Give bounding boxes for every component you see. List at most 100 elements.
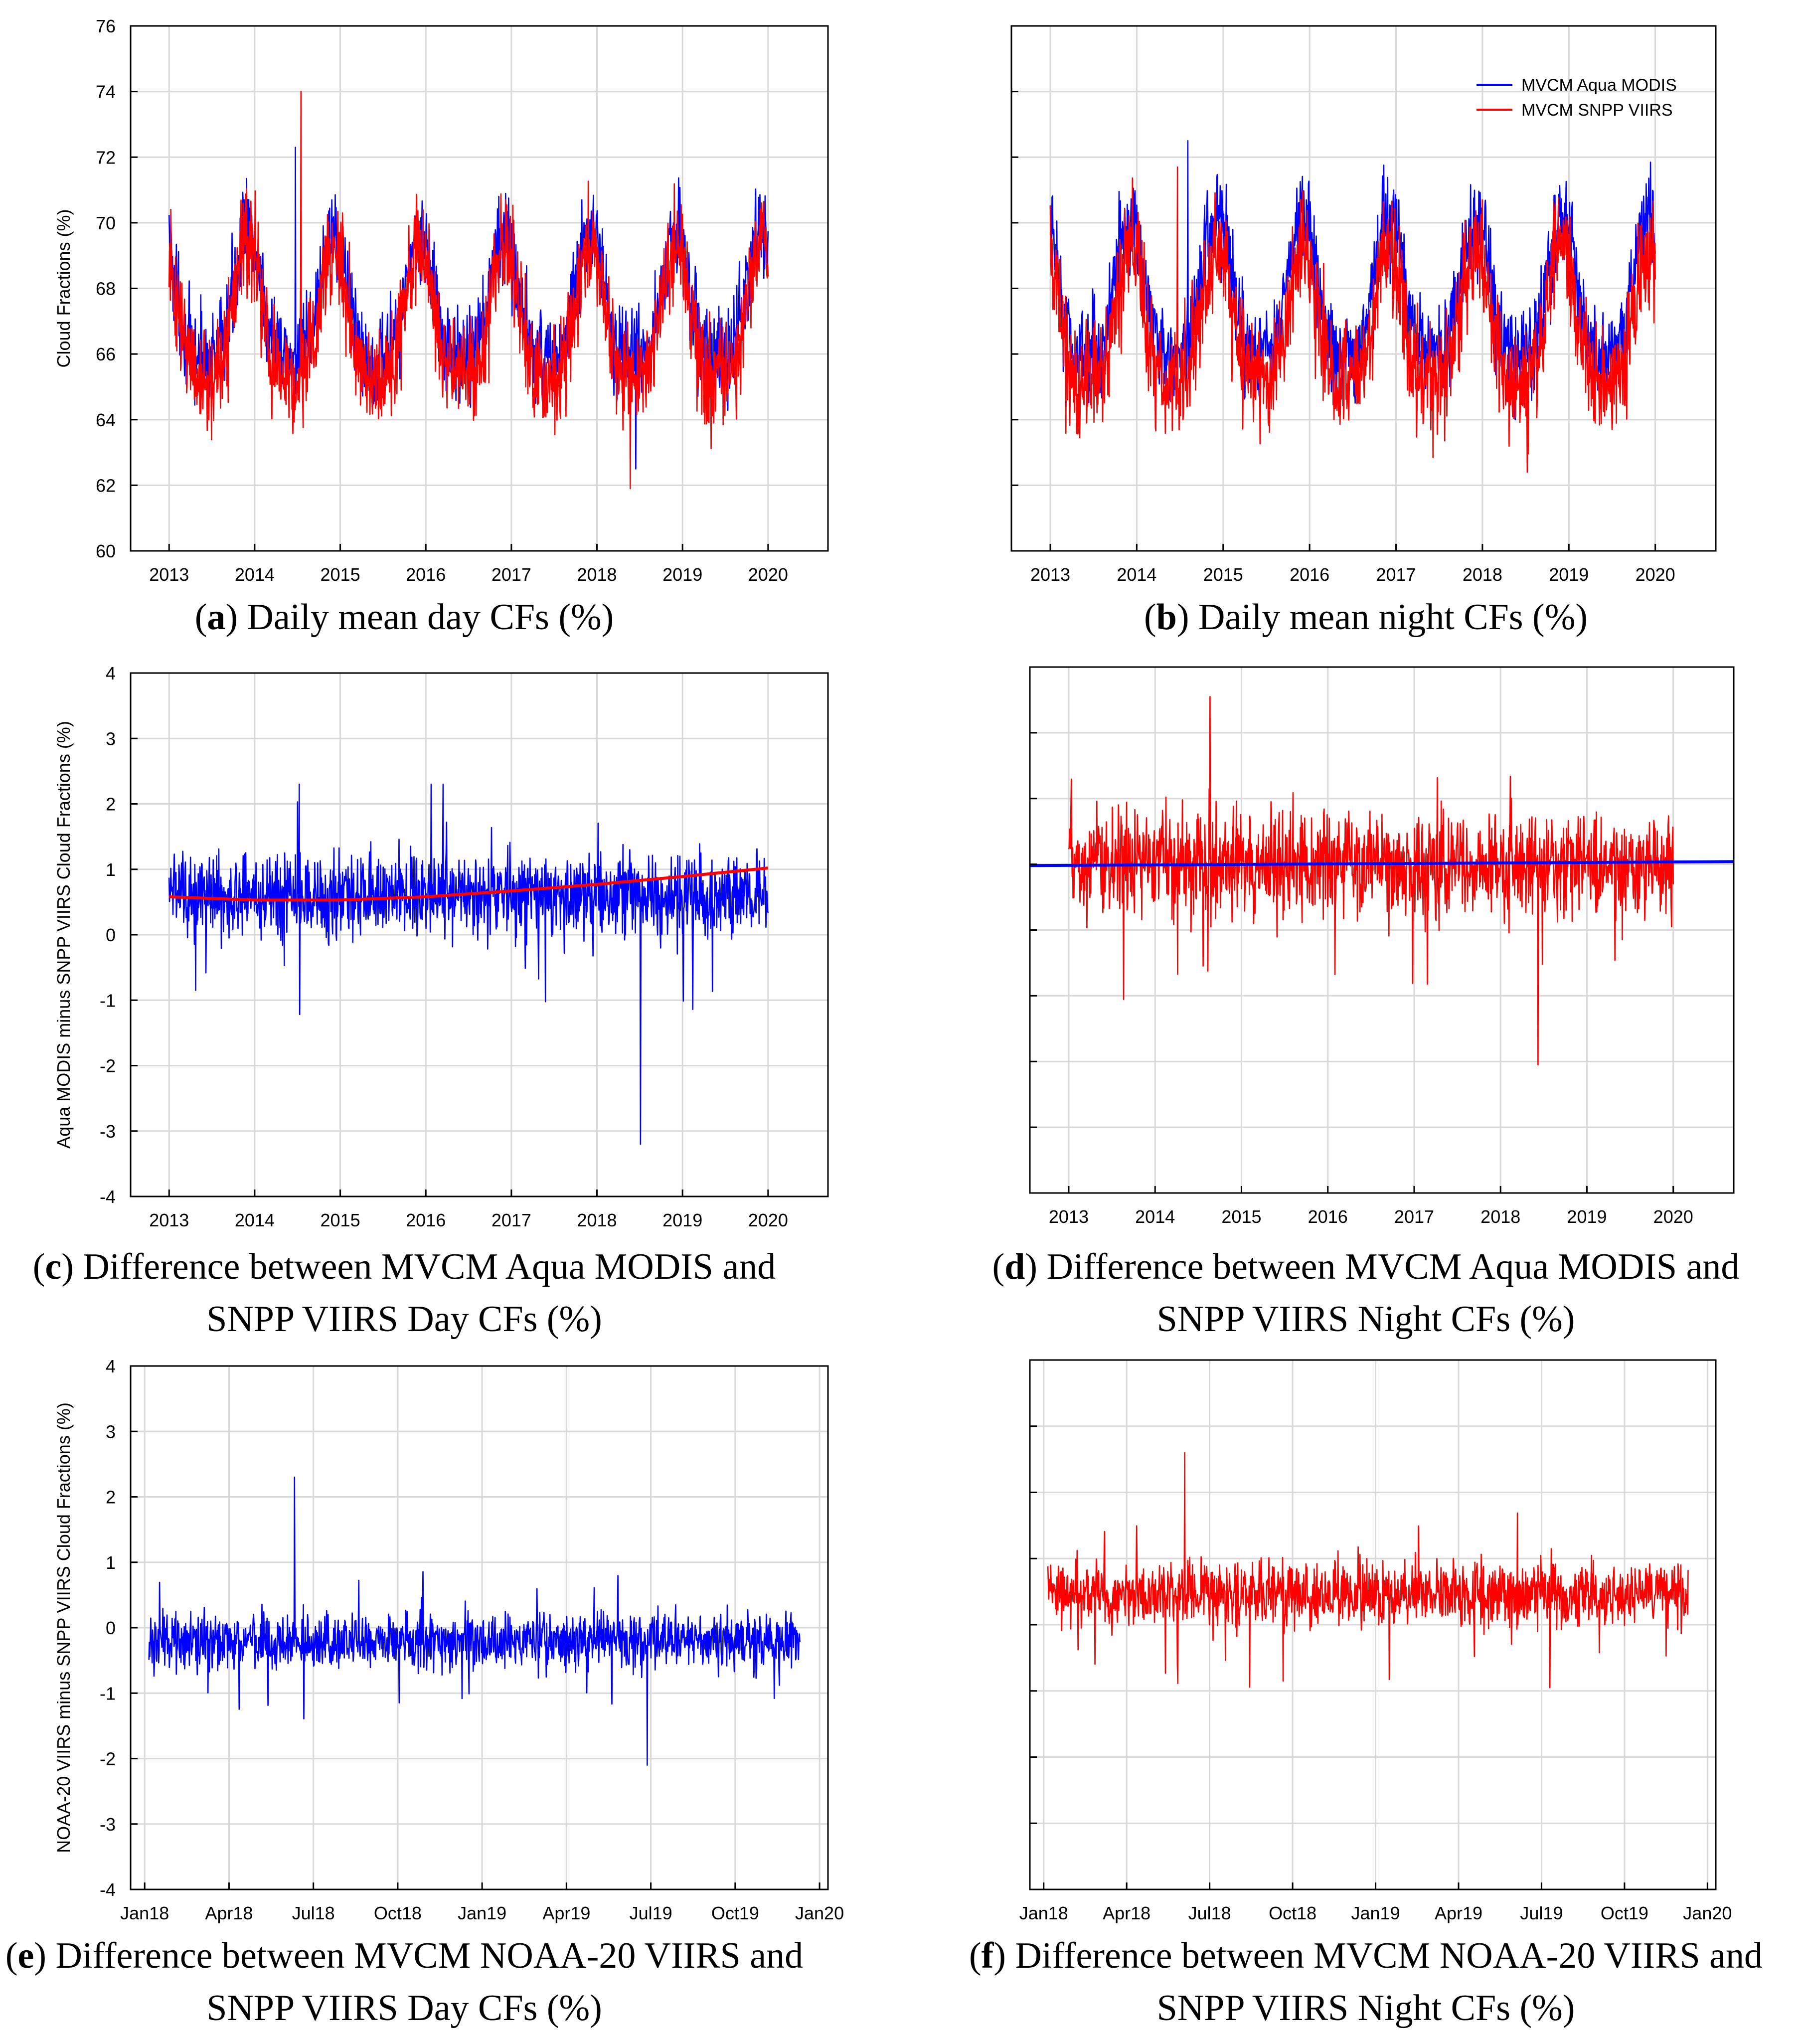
series-line-b-1: [1049, 166, 1656, 473]
panel-caption-e: SNPP VIIRS Day CFs (%): [206, 1988, 602, 2029]
x-tick-label: 2019: [662, 564, 702, 585]
series-line-e-0: [148, 1476, 801, 1766]
x-tick-label: Jul19: [1520, 1903, 1563, 1923]
x-tick-label: Jul18: [1188, 1903, 1231, 1923]
x-tick-label: 2014: [1135, 1206, 1175, 1227]
grid-e: [131, 1366, 828, 1889]
x-tick-label: Jan18: [1019, 1903, 1068, 1923]
y-tick-label: -1: [100, 1683, 116, 1703]
chart-panel-d: 2013 2014 2015 2016 2017 2018 2019 2020 (d) Diff…: [992, 666, 1740, 1340]
x-tick-label: 2016: [406, 564, 446, 585]
y-tick-label: 62: [96, 475, 116, 496]
grid-c: [131, 673, 828, 1196]
y-tick-label: 4: [106, 1356, 116, 1376]
x-tick-label: 2015: [321, 1210, 360, 1230]
series-line-a-0: [168, 147, 769, 470]
x-tick-label: 2015: [321, 564, 360, 585]
x-tick-label: Oct18: [1269, 1903, 1316, 1923]
y-tick-label: 1: [106, 859, 116, 880]
series-line-c-0: [168, 783, 769, 1145]
x-tick-label: 2016: [1290, 564, 1329, 585]
panel-caption-e: (e) Difference between MVCM NOAA-20 VIIR…: [5, 1935, 803, 1976]
series-line-a-1: [168, 91, 769, 490]
x-tick-label: 2014: [235, 1210, 275, 1230]
y-tick-label: 3: [106, 1421, 116, 1442]
y-tick-label: 0: [106, 925, 116, 945]
x-tick-label: 2019: [662, 1210, 702, 1230]
x-tick-label: Apr18: [1103, 1903, 1150, 1923]
x-tick-label: 2013: [1030, 564, 1070, 585]
x-tick-label: 2018: [577, 1210, 617, 1230]
y-tick-label: -2: [100, 1749, 116, 1769]
series-line-f-0: [1047, 1452, 1689, 1689]
y-axis-label: Aqua MODIS minus SNPP VIIRS Cloud Fracti…: [53, 721, 74, 1149]
x-tick-label: 2014: [235, 564, 275, 585]
x-tick-label: 2020: [1636, 564, 1675, 585]
y-tick-label: 0: [106, 1618, 116, 1638]
panel-caption-d: (d) Difference between MVCM Aqua MODIS a…: [992, 1246, 1740, 1287]
grid-f: [1030, 1360, 1716, 1889]
panel-caption-c: SNPP VIIRS Day CFs (%): [206, 1299, 602, 1340]
x-tick-label: 2017: [1394, 1206, 1434, 1227]
x-tick-label: Apr19: [542, 1903, 590, 1923]
y-axis-label: NOAA-20 VIIRS minus SNPP VIIRS Cloud Fra…: [53, 1402, 74, 1853]
panel-caption-d: SNPP VIIRS Night CFs (%): [1157, 1299, 1575, 1340]
y-tick-label: 3: [106, 728, 116, 749]
trend-line-c: [169, 866, 769, 902]
x-tick-label: 2015: [1203, 564, 1243, 585]
y-tick-label: 2: [106, 794, 116, 815]
y-tick-label: 76: [96, 16, 116, 36]
y-tick-label: 68: [96, 279, 116, 299]
y-tick-label: 1: [106, 1552, 116, 1573]
x-tick-label: Oct19: [711, 1903, 759, 1923]
x-tick-label: Jan20: [1683, 1903, 1732, 1923]
y-tick-label: -2: [100, 1056, 116, 1076]
y-axis-label: Cloud Fractions (%): [53, 209, 74, 367]
x-tick-label: 2017: [492, 1210, 531, 1230]
x-tick-label: 2018: [1463, 564, 1502, 585]
x-tick-label: Jan19: [1351, 1903, 1400, 1923]
legend-entry: MVCM Aqua MODIS: [1521, 76, 1677, 95]
chart-panel-c: -4 -3 -2 -1 0 1 2 3 4 2013 2014 2015 2016 2017 2018 201…: [33, 663, 829, 1340]
x-tick-label: 2019: [1549, 564, 1589, 585]
y-tick-label: 70: [96, 213, 116, 233]
y-tick-label: 66: [96, 344, 116, 364]
panel-caption-f: SNPP VIIRS Night CFs (%): [1157, 1988, 1575, 2029]
x-tick-label: 2017: [492, 564, 531, 585]
legend-entry: MVCM SNPP VIIRS: [1521, 101, 1673, 120]
y-tick-label: 4: [106, 663, 116, 683]
x-tick-label: 2014: [1117, 564, 1156, 585]
x-tick-label: Jul19: [630, 1903, 672, 1923]
x-tick-label: 2019: [1567, 1206, 1607, 1227]
x-tick-label: Oct19: [1601, 1903, 1648, 1923]
x-tick-label: Jan20: [795, 1903, 844, 1923]
chart-panel-e: -4 -3 -2 -1 0 1 2 3 4 Jan18 Apr18 Jul18 Oct18 Jan19 Ap…: [5, 1356, 844, 2029]
x-tick-label: Jan19: [458, 1903, 506, 1923]
y-tick-label: -1: [100, 990, 116, 1011]
x-tick-label: 2020: [748, 1210, 788, 1230]
x-tick-label: 2013: [1049, 1206, 1089, 1227]
panel-caption-f: (f) Difference between MVCM NOAA-20 VIIR…: [969, 1935, 1763, 1976]
y-tick-label: 64: [96, 410, 116, 430]
y-tick-label: 74: [96, 82, 116, 102]
legend: MVCM Aqua MODIS MVCM SNPP VIIRS: [1477, 76, 1677, 120]
x-tick-label: 2020: [1653, 1206, 1693, 1227]
x-tick-label: 2015: [1221, 1206, 1261, 1227]
y-tick-label: -3: [100, 1814, 116, 1835]
trend-line-d: [1030, 860, 1734, 867]
y-tick-label: 2: [106, 1487, 116, 1508]
x-tick-label: Jul18: [292, 1903, 335, 1923]
chart-panel-a: 60 62 64 66 68 70 72 74 76 2013 2014 2015 2016 2017 20…: [53, 16, 829, 638]
x-tick-label: 2020: [748, 564, 788, 585]
x-tick-label: 2013: [149, 564, 189, 585]
x-tick-label: Oct18: [374, 1903, 422, 1923]
x-tick-label: 2018: [577, 564, 617, 585]
x-tick-label: 2016: [1308, 1206, 1348, 1227]
panel-caption-c: (c) Difference between MVCM Aqua MODIS a…: [33, 1246, 776, 1287]
panel-caption-b: (b) Daily mean night CFs (%): [1144, 597, 1588, 638]
x-tick-label: Jan18: [120, 1903, 169, 1923]
x-tick-label: Apr18: [205, 1903, 253, 1923]
y-tick-label: -3: [100, 1121, 116, 1142]
panel-caption-a: (a) Daily mean day CFs (%): [195, 597, 614, 638]
